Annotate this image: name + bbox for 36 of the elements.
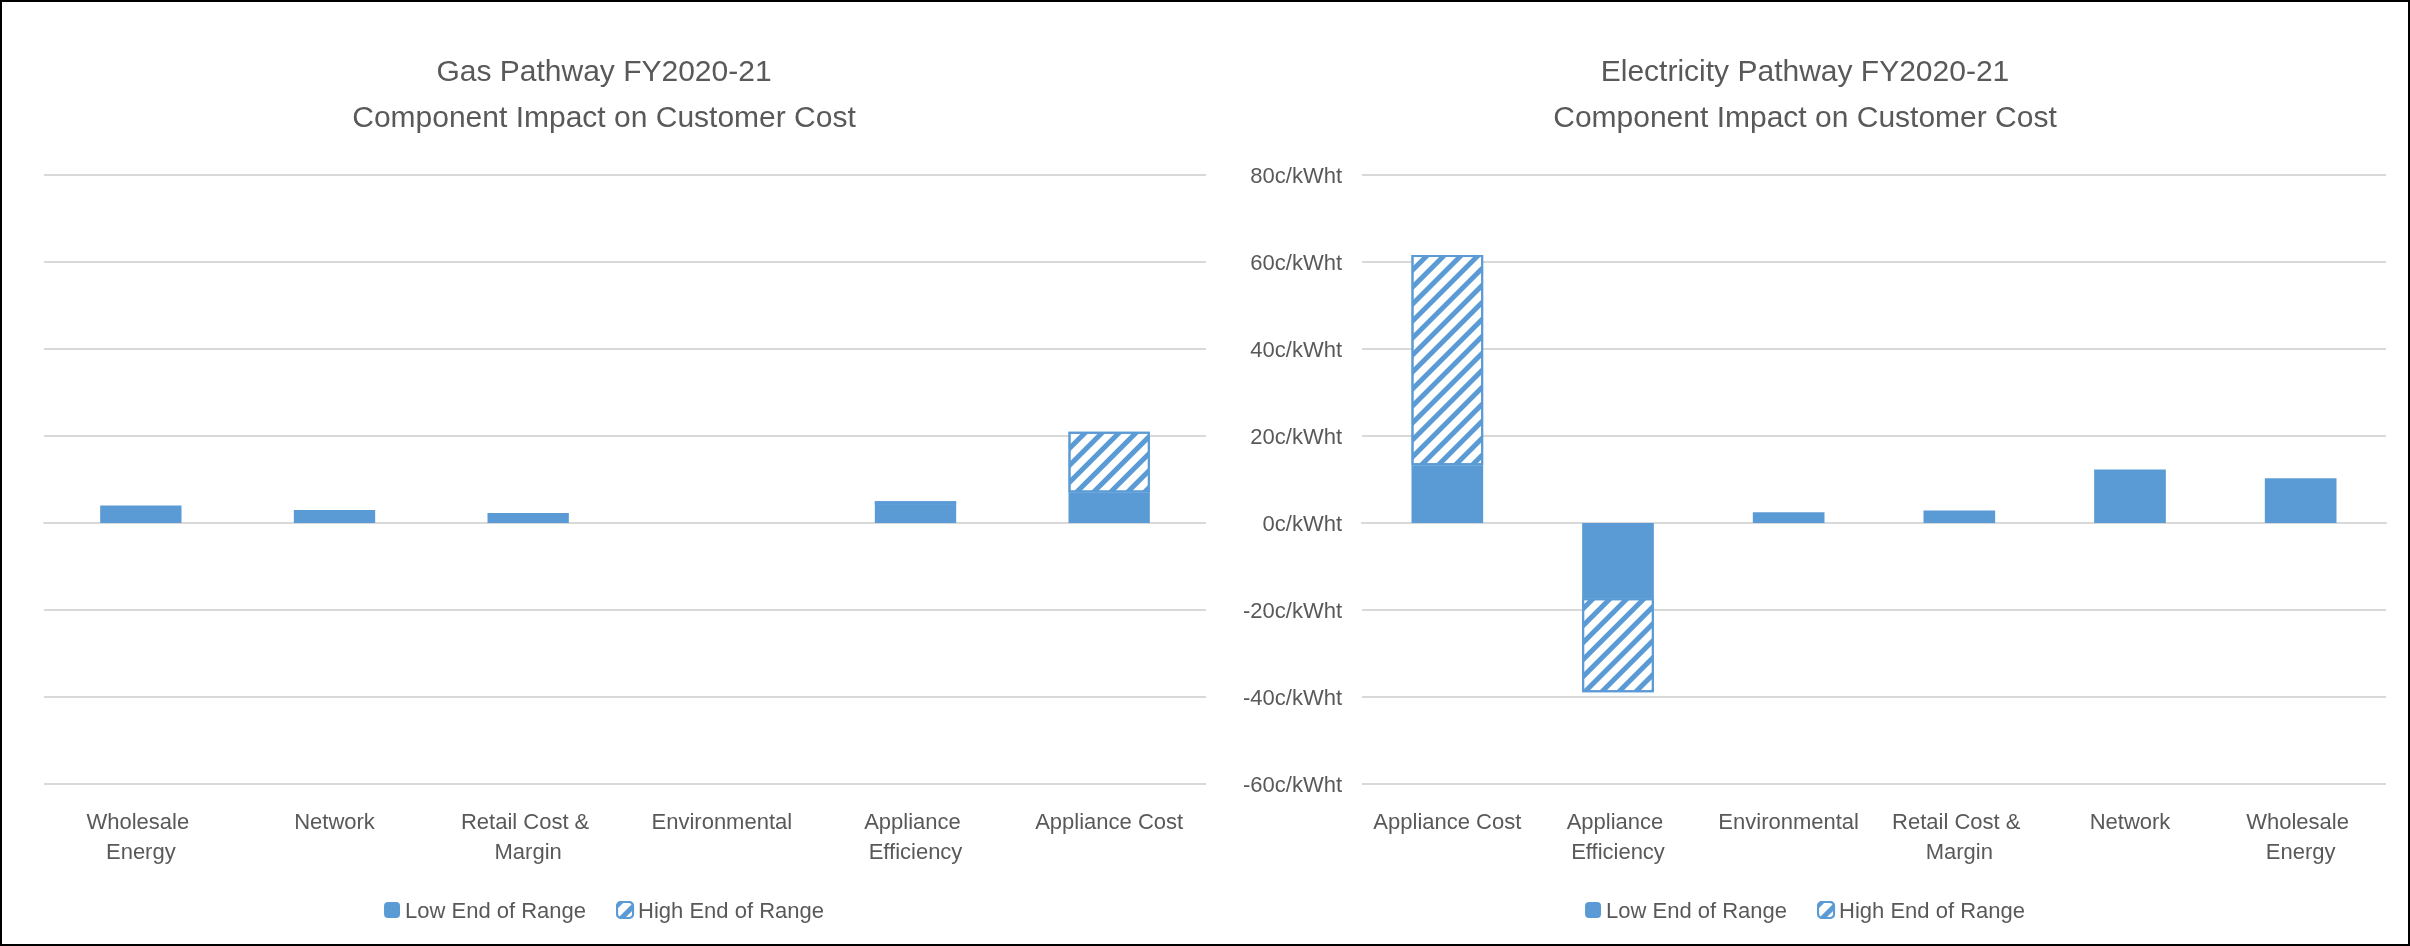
y-tick-label: 20c/kWht — [1250, 423, 1342, 449]
y-tick-label: -20c/kWht — [1242, 597, 1342, 623]
x-tick-label: Appliance Efficiency — [1566, 808, 1670, 864]
x-tick-label: Environmental — [1718, 808, 1859, 834]
x-tick-label: Network — [2089, 808, 2172, 834]
chart-subtitle: Component Impact on Customer Cost — [1553, 99, 2058, 133]
y-tick-label: 60c/kWht — [1250, 249, 1342, 275]
legend-label: High End of Range — [638, 897, 824, 923]
x-tick-label: Wholesale Energy — [2246, 808, 2356, 864]
bar — [1752, 512, 1825, 523]
bar — [100, 505, 182, 523]
bar — [487, 513, 569, 523]
x-tick-label: Retail Cost & Margin — [460, 808, 596, 864]
bar — [874, 504, 957, 523]
legend-label: Low End of Range — [405, 897, 587, 923]
x-tick-label: Appliance Cost — [1373, 808, 1522, 834]
bar — [2264, 478, 2337, 523]
bar — [293, 509, 376, 523]
legend-label: High End of Range — [1839, 897, 2025, 923]
y-tick-label: -60c/kWht — [1242, 771, 1342, 797]
bar — [1923, 510, 1996, 523]
y-tick-label: 40c/kWht — [1250, 336, 1342, 362]
bar — [2094, 469, 2166, 523]
y-tick-label: 80c/kWht — [1250, 162, 1342, 188]
y-tick-label: -40c/kWht — [1242, 684, 1342, 710]
x-tick-label: Wholesale Energy — [86, 808, 196, 864]
chart-title: Electricity Pathway FY2020-21 — [1600, 53, 2010, 87]
y-tick-label: 0c/kWht — [1262, 510, 1342, 536]
chart-subtitle: Component Impact on Customer Cost — [352, 99, 857, 133]
chart-title: Gas Pathway FY2020-21 — [436, 53, 772, 87]
x-tick-label: Environmental — [651, 808, 793, 834]
legend-label: Low End of Range — [1606, 897, 1788, 923]
x-tick-label: Network — [294, 808, 376, 834]
x-tick-label: Appliance Cost — [1035, 808, 1184, 834]
x-tick-label: Retail Cost & Margin — [1892, 808, 2027, 864]
x-tick-label: Appliance Efficiency — [864, 808, 967, 864]
